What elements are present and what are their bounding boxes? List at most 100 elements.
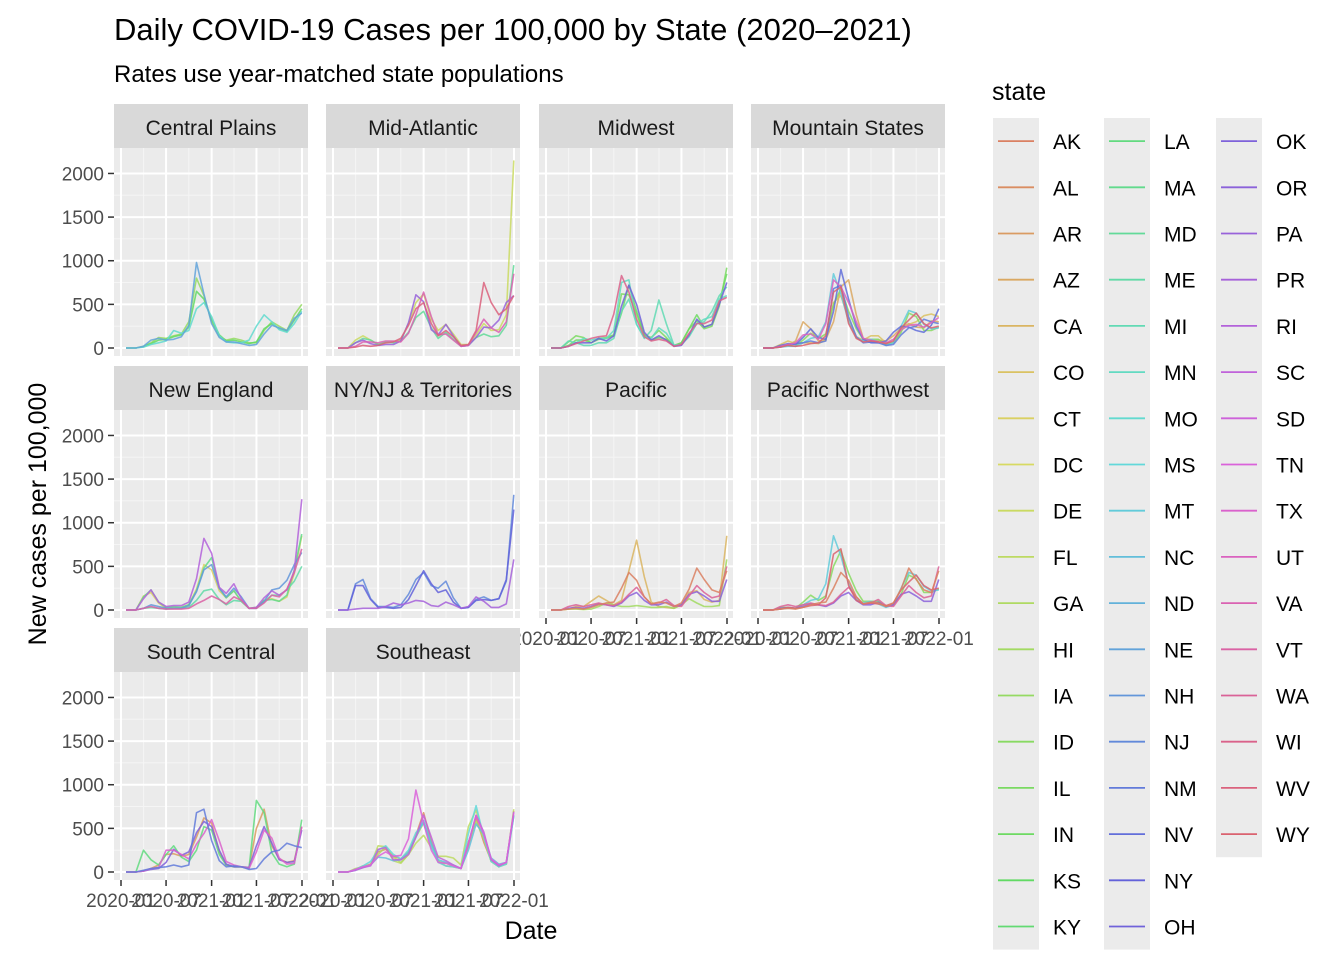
panel-mid-atlantic: Mid-Atlantic	[326, 104, 520, 356]
legend-label: MT	[1164, 501, 1194, 524]
legend-label: ID	[1053, 732, 1074, 755]
series-line-ak	[763, 567, 940, 611]
y-tick-label: 500	[72, 819, 104, 840]
facet-strip-label: Central Plains	[146, 117, 277, 140]
legend-label: ME	[1164, 270, 1196, 293]
legend-label: MN	[1164, 362, 1197, 385]
x-tick-label: 2021-07	[222, 891, 292, 912]
legend-label: NE	[1164, 639, 1193, 662]
facet-panels: Central Plains 0 500 1000 1500 2000 Mid-Atlant…	[62, 104, 974, 912]
series-line-wy	[763, 286, 939, 349]
series-line-ri	[126, 499, 303, 611]
series-line-tn	[338, 789, 515, 873]
x-tick-label: 2020-01	[86, 891, 156, 912]
legend-label: AL	[1053, 177, 1079, 200]
y-axis-title: New cases per 100,000	[24, 383, 52, 646]
panel-pacific-northwest: Pacific Northwest2020-012020-072021-0120…	[723, 366, 974, 650]
panel-south-central: South Central 0 500 1000 1500 2000 2020-012020…	[62, 628, 337, 912]
x-tick-label: 2021-07	[647, 629, 717, 650]
legend: AK AL AR AZ CA CO CT DC DE FL GA HI IA ID IL IN KS KY LA MA…	[993, 118, 1310, 950]
x-tick-label: 2020-01	[298, 891, 368, 912]
legend-label: IL	[1053, 778, 1071, 801]
legend-label: MA	[1164, 177, 1196, 200]
legend-label: DC	[1053, 455, 1083, 478]
series-line-or	[551, 579, 728, 611]
series-line-pa	[338, 293, 515, 349]
legend-label: OH	[1164, 917, 1196, 940]
legend-label: OK	[1276, 131, 1306, 154]
facet-strip-label: Southeast	[376, 641, 471, 664]
legend-label: PR	[1276, 270, 1305, 293]
legend-label: NJ	[1164, 732, 1190, 755]
series-line-nm	[126, 808, 302, 873]
series-line-pr	[338, 559, 515, 611]
panel-ny-nj-territories: NY/NJ & Territories	[326, 366, 520, 618]
y-tick-label: 500	[72, 557, 104, 578]
y-tick-label: 1000	[62, 776, 104, 797]
legend-label: PA	[1276, 224, 1302, 247]
legend-label: IA	[1053, 686, 1073, 709]
legend-label: SC	[1276, 362, 1305, 385]
x-tick-label: 2020-01	[511, 629, 581, 650]
series-line-ut	[763, 279, 940, 349]
legend-label: KY	[1053, 917, 1081, 940]
chart-subtitle: Rates use year-matched state populations	[114, 61, 564, 88]
legend-label: MO	[1164, 408, 1198, 431]
facet-strip	[326, 104, 520, 148]
x-axis-title: Date	[505, 917, 558, 945]
series-line-mo	[126, 301, 303, 349]
facet-strip	[114, 104, 308, 148]
panel-new-england: New England 0 500 1000 1500 2000	[62, 366, 308, 622]
legend-label: TX	[1276, 501, 1303, 524]
series-line-wa	[551, 566, 728, 611]
y-tick-label: 0	[93, 339, 104, 360]
panel-southeast: Southeast 2020-012020-072021-012021-07202…	[298, 628, 549, 912]
legend-label: DE	[1053, 501, 1082, 524]
legend-label: WY	[1276, 824, 1310, 847]
legend-label: VA	[1276, 593, 1302, 616]
series-line-ny	[338, 509, 515, 611]
legend-label: OR	[1276, 177, 1308, 200]
y-tick-label: 1000	[62, 514, 104, 535]
panel-pacific: Pacific 2020-012020-072021-012021-072022-…	[511, 366, 762, 650]
legend-label: NM	[1164, 778, 1197, 801]
legend-label: HI	[1053, 639, 1074, 662]
panel-mountain-states: Mountain States	[751, 104, 945, 356]
legend-label: WI	[1276, 732, 1302, 755]
legend-label: GA	[1053, 593, 1083, 616]
facet-strip	[751, 366, 945, 410]
y-tick-label: 1000	[62, 252, 104, 273]
facet-strip-label: New England	[149, 379, 274, 402]
series-line-ne	[126, 261, 303, 349]
facet-strip-label: Pacific	[605, 379, 667, 402]
legend-label: CO	[1053, 362, 1085, 385]
x-tick-label: 2020-07	[131, 891, 201, 912]
legend-label: RI	[1276, 316, 1297, 339]
x-tick-label: 2020-07	[556, 629, 626, 650]
series-line-ak	[551, 567, 728, 611]
facet-strip	[326, 366, 520, 410]
y-tick-label: 1500	[62, 732, 104, 753]
x-tick-label: 2020-07	[768, 629, 838, 650]
series-line-oh	[551, 282, 728, 349]
series-line-va	[338, 273, 515, 349]
panel-central-plains: Central Plains 0 500 1000 1500 2000	[62, 104, 308, 360]
y-tick-label: 0	[93, 601, 104, 622]
series-line-wi	[551, 274, 728, 349]
panel-midwest: Midwest	[539, 104, 733, 356]
legend-key-background	[1104, 118, 1150, 950]
legend-label: CA	[1053, 316, 1082, 339]
facet-strip	[751, 104, 945, 148]
series-line-in	[551, 273, 728, 349]
series-line-vt	[126, 548, 303, 611]
x-tick-label: 2021-01	[177, 891, 247, 912]
facet-strip-label: Mountain States	[772, 117, 924, 140]
x-tick-label: 2020-07	[343, 891, 413, 912]
x-tick-label: 2021-01	[389, 891, 459, 912]
legend-label: VT	[1276, 639, 1303, 662]
facet-strip-label: Mid-Atlantic	[368, 117, 478, 140]
legend-label: IN	[1053, 824, 1074, 847]
facet-strip-label: Pacific Northwest	[767, 379, 929, 402]
x-tick-label: 2022-01	[479, 891, 549, 912]
